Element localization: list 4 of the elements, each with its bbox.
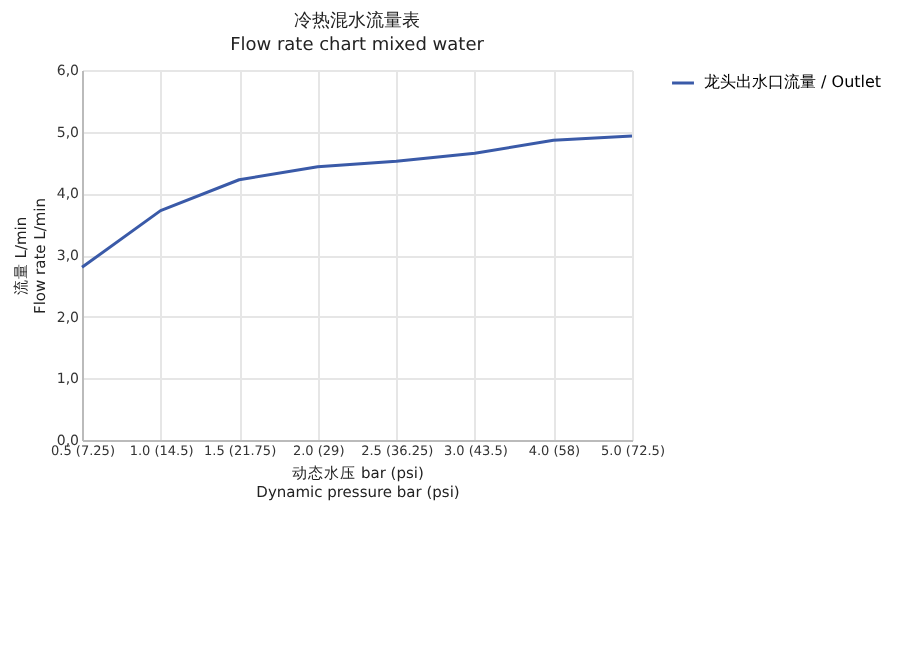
line-series — [80, 134, 634, 269]
chart-subtitle: Flow rate chart mixed water — [230, 36, 485, 56]
chart-title: 冷热混水流量表 — [294, 10, 420, 32]
legend-label: 龙头出水口流量 / Outlet — [704, 73, 882, 91]
